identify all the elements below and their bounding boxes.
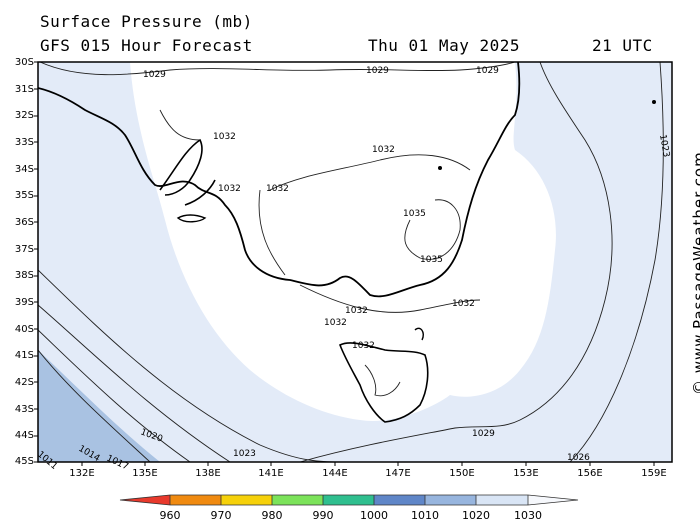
band-1030-plus	[130, 62, 556, 421]
lon-label: 138E	[195, 468, 221, 479]
lon-label: 141E	[258, 468, 284, 479]
lon-label: 147E	[385, 468, 411, 479]
lon-label: 150E	[449, 468, 475, 479]
lat-label: 33S	[14, 137, 34, 148]
isobar-label: 1032	[352, 341, 375, 351]
lat-label: 35S	[14, 190, 34, 201]
isobar-label: 1023	[657, 134, 671, 158]
forecast-date: Thu 01 May 2025	[368, 36, 520, 55]
legend-swatch	[170, 495, 221, 505]
lat-label: 37S	[14, 244, 34, 255]
lon-label: 156E	[577, 468, 603, 479]
lon-label: 153E	[513, 468, 539, 479]
lat-label: 39S	[14, 297, 34, 308]
legend-label: 1020	[462, 509, 490, 522]
legend-label: 970	[210, 509, 232, 522]
lat-label: 41S	[14, 350, 34, 361]
legend-swatch	[528, 495, 578, 505]
legend-swatch	[374, 495, 425, 505]
lat-label: 45S	[14, 456, 34, 467]
isobar-label: 1035	[420, 255, 443, 265]
isobar-label: 1032	[345, 306, 368, 316]
legend-swatch	[323, 495, 374, 505]
band-1010-1020	[38, 350, 160, 462]
legend-label: 980	[261, 509, 283, 522]
lon-label: 132E	[69, 468, 95, 479]
coastline-tasmania	[338, 342, 429, 423]
isobar-label: 1032	[324, 318, 347, 328]
coastline-australia	[38, 62, 521, 298]
legend-swatch	[476, 495, 528, 505]
isobar-label: 1026	[567, 453, 590, 463]
lon-label: 144E	[322, 468, 348, 479]
lat-label: 31S	[14, 84, 34, 95]
lat-label: 42S	[14, 377, 34, 388]
isobar-label: 1029	[366, 66, 389, 76]
legend-label: 1010	[411, 509, 439, 522]
lat-label: 34S	[14, 164, 34, 175]
lon-label: 135E	[132, 468, 158, 479]
isobar-label: 1023	[233, 449, 256, 459]
map-frame	[37, 61, 673, 463]
forecast-time: 21 UTC	[592, 36, 653, 55]
coastline-spencer-gulf	[159, 138, 203, 196]
map-title: Surface Pressure (mb)	[40, 12, 253, 31]
lat-label: 40S	[14, 324, 34, 335]
legend-label: 960	[159, 509, 181, 522]
lat-label: 44S	[14, 430, 34, 441]
legend-swatch	[120, 495, 170, 505]
lat-label: 32S	[14, 110, 34, 121]
legend-label: 1000	[360, 509, 388, 522]
legend-swatch	[221, 495, 272, 505]
legend-swatch	[272, 495, 323, 505]
legend-label: 1030	[514, 509, 542, 522]
forecast-model: GFS 015 Hour Forecast	[40, 36, 253, 55]
lat-label: 38S	[14, 270, 34, 281]
pressure-legend	[119, 494, 579, 506]
lat-label: 36S	[14, 217, 34, 228]
isobar-label: 1035	[403, 209, 426, 219]
legend-swatch	[425, 495, 476, 505]
isobar-label: 1032	[218, 184, 241, 194]
isobar-label: 1029	[476, 66, 499, 76]
legend-label: 990	[312, 509, 334, 522]
isobars	[38, 62, 664, 462]
isobar-label: 1029	[143, 70, 166, 80]
isobar-label: 1032	[372, 145, 395, 155]
isobar-label: 1032	[213, 132, 236, 142]
axis-ticks	[34, 61, 655, 466]
isobar-label: 1029	[472, 429, 495, 439]
lon-label: 159E	[641, 468, 667, 479]
lat-label: 30S	[14, 57, 34, 68]
site-credit: © www.PassageWeather.com	[690, 151, 700, 395]
lat-label: 43S	[14, 404, 34, 415]
isobar-label: 1032	[266, 184, 289, 194]
isobar-label: 1032	[452, 299, 475, 309]
